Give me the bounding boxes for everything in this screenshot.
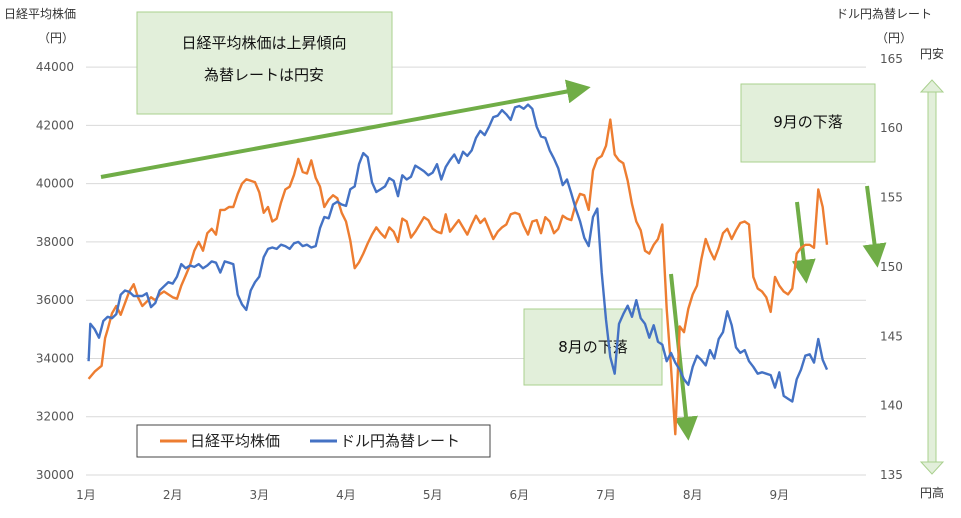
right-axis-unit: （円） [876,31,912,45]
x-tick-label: 3月 [250,488,270,502]
x-tick-label: 1月 [76,488,96,502]
gridlines [86,66,866,476]
left-tick-label: 42000 [36,118,74,132]
right-tick-label: 150 [880,260,903,274]
left-axis-unit: （円） [38,31,74,45]
legend: 日経平均株価 ドル円為替レート [136,424,491,458]
annotation-sep-box: 9月の下落 [740,83,876,163]
yen-direction-arrow [919,79,945,475]
right-tick-label: 165 [880,52,903,66]
x-tick-label: 2月 [163,488,183,502]
left-tick-label: 32000 [36,410,74,424]
uptrend-arrow [100,79,591,179]
left-tick-label: 40000 [36,177,74,191]
label-yen-weak: 円安 [920,46,944,61]
x-tick-label: 4月 [336,488,356,502]
right-axis-title: ドル円為替レート [836,7,932,21]
left-tick-label: 38000 [36,235,74,249]
left-tick-label: 44000 [36,60,74,74]
legend-label-nikkei: 日経平均株価 [190,432,280,450]
sep-drop-arrow-1 [791,201,816,284]
x-tick-label: 7月 [596,488,616,502]
annotation-top-box: 日経平均株価は上昇傾向 為替レートは円安 [136,11,393,115]
series-line-nikkei [87,118,829,436]
x-tick-label: 8月 [683,488,703,502]
left-tick-label: 30000 [36,468,74,482]
right-tick-label: 155 [880,191,903,205]
series-line-usdjpy [87,103,829,403]
left-tick-label: 34000 [36,351,74,365]
right-axis-ticks: 165 160 155 150 145 140 135 [880,52,903,482]
legend-label-usdjpy: ドル円為替レート [340,432,460,450]
annotation-top-line2: 為替レートは円安 [204,66,324,84]
x-axis-ticks: 1月 2月 3月 4月 5月 6月 7月 8月 9月 [76,488,789,502]
right-tick-label: 160 [880,121,903,135]
right-tick-label: 145 [880,329,903,343]
annotation-top-line1: 日経平均株価は上昇傾向 [181,34,346,52]
left-axis-ticks: 44000 42000 40000 38000 36000 34000 32000 30000 [36,60,74,482]
sep-drop-arrow-2 [862,185,887,268]
left-axis-title: 日経平均株価 [4,6,76,21]
right-tick-label: 135 [880,468,903,482]
x-tick-label: 5月 [423,488,443,502]
right-tick-label: 140 [880,399,903,413]
x-tick-label: 9月 [770,488,790,502]
annotation-sep-text: 9月の下落 [773,113,843,131]
label-yen-strong: 円高 [920,485,944,500]
left-tick-label: 36000 [36,293,74,307]
series-lines [87,103,829,436]
x-tick-label: 6月 [510,488,530,502]
